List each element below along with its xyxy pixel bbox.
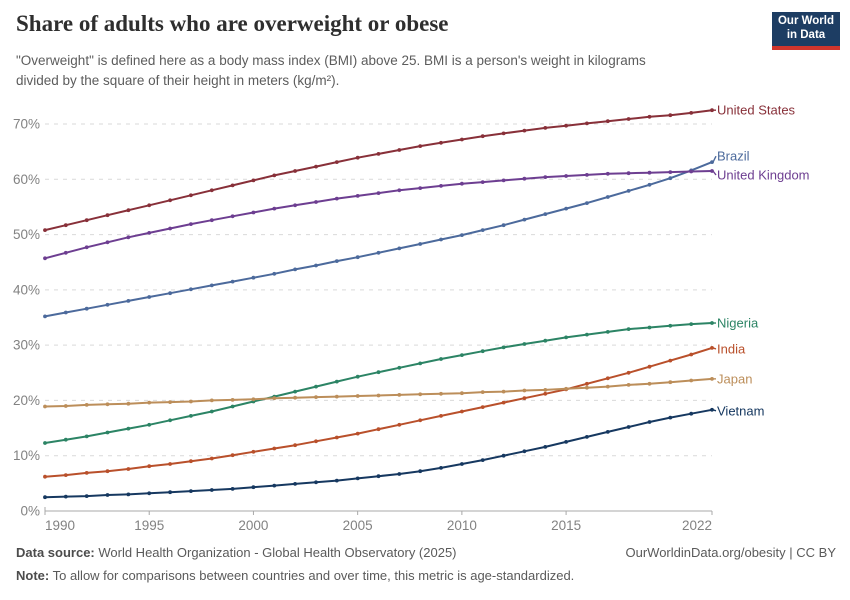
svg-text:2022: 2022 bbox=[682, 518, 712, 533]
series-label-vietnam[interactable]: Vietnam bbox=[717, 403, 765, 419]
note-line: Note: To allow for comparisons between c… bbox=[16, 568, 574, 583]
series-united-kingdom[interactable] bbox=[43, 169, 717, 261]
series-label-brazil[interactable]: Brazil bbox=[717, 148, 750, 164]
gridlines bbox=[45, 123, 712, 457]
x-axis bbox=[44, 507, 713, 515]
series-nigeria[interactable] bbox=[43, 321, 716, 445]
svg-text:2015: 2015 bbox=[551, 518, 581, 533]
svg-text:1990: 1990 bbox=[45, 518, 75, 533]
data-source-label: Data source: bbox=[16, 545, 95, 560]
svg-text:2010: 2010 bbox=[447, 518, 477, 533]
series-label-india[interactable]: India bbox=[717, 341, 746, 357]
series-label-united-states[interactable]: United States bbox=[717, 102, 796, 118]
svg-text:2005: 2005 bbox=[343, 518, 373, 533]
svg-text:40%: 40% bbox=[13, 282, 40, 297]
series-label-nigeria[interactable]: Nigeria bbox=[717, 315, 759, 331]
data-source-text: World Health Organization - Global Healt… bbox=[94, 545, 457, 560]
note-label: Note: bbox=[16, 568, 50, 583]
svg-text:30%: 30% bbox=[13, 338, 40, 353]
owid-logo-line2: in Data bbox=[786, 29, 826, 41]
svg-text:50%: 50% bbox=[13, 227, 40, 242]
owid-logo[interactable]: Our World in Data bbox=[772, 12, 840, 50]
series-label-united-kingdom[interactable]: United Kingdom bbox=[717, 167, 810, 183]
credit-link[interactable]: OurWorldinData.org/obesity | CC BY bbox=[625, 545, 837, 560]
y-axis-labels: 0% 10% 20% 30% 40% 50% 60% 70% bbox=[13, 117, 40, 519]
svg-text:0%: 0% bbox=[20, 504, 40, 519]
series-brazil[interactable] bbox=[43, 155, 717, 319]
x-axis-labels: 1990 1995 2000 2005 2010 2015 2022 bbox=[45, 518, 712, 533]
owid-logo-line1: Our World bbox=[777, 15, 834, 28]
series-label-japan[interactable]: Japan bbox=[717, 371, 753, 387]
series-vietnam[interactable] bbox=[43, 407, 717, 500]
svg-text:70%: 70% bbox=[13, 117, 40, 132]
series-united-states[interactable] bbox=[43, 108, 716, 233]
series-india[interactable] bbox=[43, 346, 717, 479]
svg-text:10%: 10% bbox=[13, 448, 40, 463]
chart-subtitle: "Overweight" is defined here as a body m… bbox=[16, 53, 646, 89]
svg-text:20%: 20% bbox=[13, 393, 40, 408]
series-japan[interactable] bbox=[43, 377, 716, 409]
svg-text:2000: 2000 bbox=[238, 518, 268, 533]
line-chart-plot[interactable]: 0% 10% 20% 30% 40% 50% 60% 70% 1990 1995 2000 2005 2… bbox=[0, 0, 850, 540]
data-source-line: Data source: World Health Organization -… bbox=[16, 545, 457, 560]
note-text: To allow for comparisons between countri… bbox=[49, 568, 575, 583]
svg-text:60%: 60% bbox=[13, 172, 40, 187]
svg-text:1995: 1995 bbox=[134, 518, 164, 533]
page-title: Share of adults who are overweight or ob… bbox=[16, 11, 449, 36]
